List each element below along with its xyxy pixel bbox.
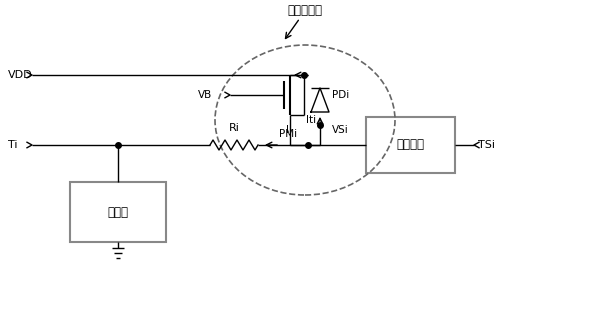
Text: TSi: TSi bbox=[478, 140, 495, 150]
Text: Ii: Ii bbox=[286, 125, 292, 135]
Text: Ti: Ti bbox=[8, 140, 17, 150]
Text: VSi: VSi bbox=[332, 125, 349, 135]
Text: 检测电路: 检测电路 bbox=[396, 139, 425, 151]
Bar bbox=[366, 117, 455, 173]
Text: VB: VB bbox=[198, 90, 212, 100]
Bar bbox=[70, 182, 166, 242]
Text: VDD: VDD bbox=[8, 70, 33, 80]
Text: 反燔丝: 反燔丝 bbox=[108, 206, 129, 218]
Text: Ri: Ri bbox=[228, 123, 239, 133]
Text: 恒流源电路: 恒流源电路 bbox=[288, 4, 322, 17]
Text: PDi: PDi bbox=[332, 90, 349, 100]
Text: PMi: PMi bbox=[279, 129, 297, 139]
Text: Iti: Iti bbox=[306, 115, 316, 125]
